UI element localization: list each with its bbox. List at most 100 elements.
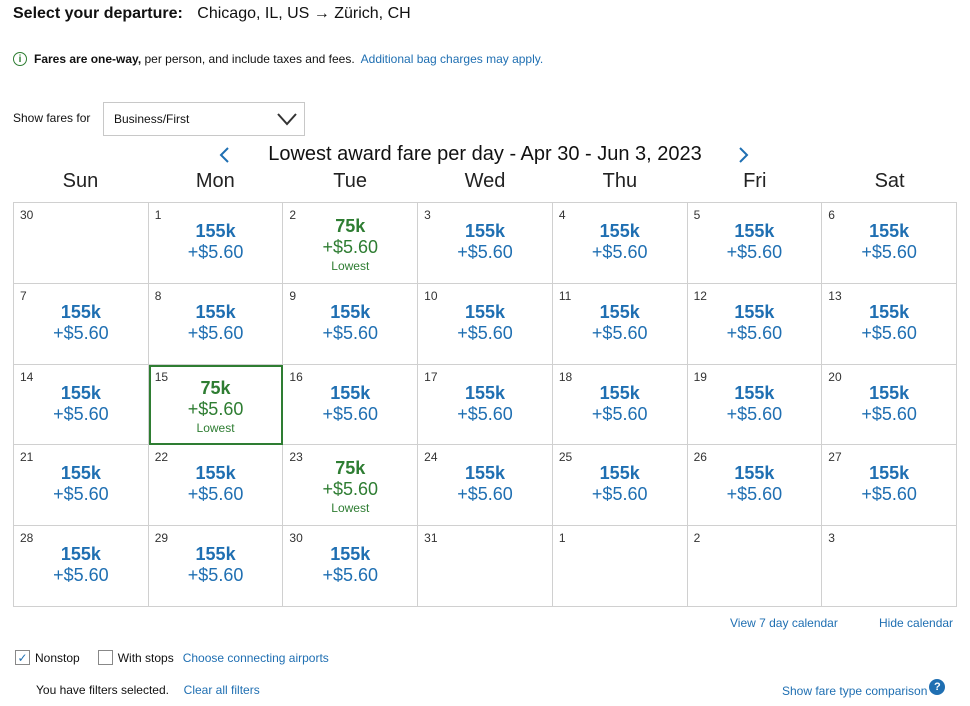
calendar-day-cell[interactable]: 15 75k +$5.60 Lowest (148, 364, 284, 446)
lowest-badge: Lowest (331, 501, 370, 516)
chevron-down-icon (277, 113, 297, 126)
calendar-day-cell[interactable]: 30 155k +$5.60 (283, 526, 419, 607)
fare-fee: +$5.60 (591, 484, 648, 505)
fare-fee: +$5.60 (187, 484, 244, 505)
fare-points: 155k (330, 382, 371, 403)
fare-points: 155k (195, 463, 236, 484)
calendar-day-cell[interactable]: 2 75k +$5.60 Lowest (283, 203, 419, 284)
calendar-day-cell[interactable]: 14 155k +$5.60 (14, 364, 149, 446)
show-fare-type-comparison-link[interactable]: Show fare type comparison (782, 684, 928, 698)
next-month-chevron-right-icon[interactable] (733, 143, 753, 167)
fare-fee: +$5.60 (861, 484, 917, 505)
fare-info: 155k +$5.60 (149, 463, 283, 505)
calendar-day-cell: 31 (418, 526, 553, 607)
nonstop-label: Nonstop (35, 650, 80, 665)
calendar-day-cell[interactable]: 28 155k +$5.60 (14, 526, 149, 607)
fare-info: 155k +$5.60 (553, 383, 687, 425)
calendar-day-cell[interactable]: 3 155k +$5.60 (418, 203, 553, 284)
fare-info: 155k +$5.60 (283, 302, 417, 344)
calendar-day-cell[interactable]: 8 155k +$5.60 (148, 283, 284, 365)
fare-points: 155k (599, 301, 640, 322)
calendar-day-cell[interactable]: 24 155k +$5.60 (418, 445, 553, 527)
fare-info: 155k +$5.60 (418, 383, 552, 425)
fare-info: 75k +$5.60 Lowest (283, 458, 417, 516)
calendar-day-cell[interactable]: 7 155k +$5.60 (14, 283, 149, 365)
calendar-day-cell[interactable]: 22 155k +$5.60 (148, 445, 284, 527)
weekday-fri: Fri (743, 170, 767, 192)
fare-class-select[interactable]: Business/First (103, 102, 305, 136)
calendar-day-cell[interactable]: 9 155k +$5.60 (283, 283, 419, 365)
day-number: 14 (20, 369, 34, 384)
calendar-day-cell[interactable]: 17 155k +$5.60 (418, 364, 553, 446)
lowest-badge: Lowest (331, 259, 370, 273)
fare-points: 155k (869, 221, 910, 241)
fare-points: 155k (60, 301, 101, 322)
prev-month-chevron-left-icon[interactable] (215, 143, 235, 167)
filters-selected-text: You have filters selected. (36, 683, 169, 697)
bag-charges-link[interactable]: Additional bag charges may apply. (360, 52, 544, 66)
with-stops-checkbox[interactable] (97, 650, 113, 665)
day-number: 23 (289, 450, 303, 465)
fare-info: 155k +$5.60 (418, 302, 552, 344)
day-number: 30 (289, 531, 303, 546)
clear-all-filters-link[interactable]: Clear all filters (183, 683, 260, 697)
fare-info: 155k +$5.60 (822, 221, 956, 263)
fare-fee: +$5.60 (322, 479, 379, 500)
calendar-day-cell[interactable]: 21 155k +$5.60 (14, 445, 149, 527)
day-number: 20 (828, 369, 842, 384)
day-number: 27 (828, 450, 842, 465)
fare-info: 155k +$5.60 (283, 383, 417, 425)
calendar-day-cell[interactable]: 29 155k +$5.60 (148, 526, 284, 607)
departure-label: Select your departure: (13, 5, 183, 22)
day-number: 5 (693, 208, 701, 222)
fare-fee: +$5.60 (591, 403, 648, 424)
day-number: 21 (20, 450, 34, 465)
help-question-icon[interactable]: ? (929, 679, 946, 695)
calendar-day-cell[interactable]: 27 155k +$5.60 (822, 445, 957, 527)
calendar-day-cell[interactable]: 20 155k +$5.60 (822, 364, 957, 446)
calendar-day-cell[interactable]: 1 155k +$5.60 (148, 203, 284, 284)
weekday-thu: Thu (602, 170, 638, 192)
fare-info: 155k +$5.60 (14, 383, 148, 425)
fare-calendar-grid: 30 1 155k +$5.60 2 75k +$5.60 Lowest 3 155k +$5.60… (13, 202, 957, 607)
view-7-day-calendar-link[interactable]: View 7 day calendar (730, 616, 838, 630)
fare-info: 155k +$5.60 (822, 302, 956, 344)
calendar-day-cell[interactable]: 12 155k +$5.60 (687, 283, 823, 365)
calendar-day-cell[interactable]: 26 155k +$5.60 (687, 445, 823, 527)
fare-fee: +$5.60 (322, 237, 379, 257)
fare-fee: +$5.60 (726, 484, 783, 505)
fare-info: 155k +$5.60 (418, 463, 552, 505)
hide-calendar-link[interactable]: Hide calendar (879, 616, 954, 630)
day-number: 9 (289, 288, 297, 303)
fare-points: 155k (60, 463, 101, 484)
day-number: 29 (154, 531, 169, 546)
calendar-day-cell[interactable]: 11 155k +$5.60 (552, 283, 688, 365)
calendar-day-cell[interactable]: 16 155k +$5.60 (283, 364, 419, 446)
fare-fee: +$5.60 (53, 322, 109, 343)
calendar-day-cell[interactable]: 13 155k +$5.60 (822, 283, 957, 365)
calendar-day-cell[interactable]: 18 155k +$5.60 (552, 364, 688, 446)
fare-points: 75k (335, 216, 366, 236)
fare-info: 155k +$5.60 (418, 221, 552, 263)
fare-info: 155k +$5.60 (149, 221, 283, 263)
fare-points: 155k (60, 544, 101, 565)
fare-info: 155k +$5.60 (822, 383, 956, 425)
day-number: 13 (828, 288, 842, 303)
fare-fee: +$5.60 (322, 322, 379, 343)
calendar-day-cell[interactable]: 4 155k +$5.60 (552, 203, 688, 284)
calendar-day-cell: 1 (552, 526, 688, 607)
calendar-day-cell[interactable]: 23 75k +$5.60 Lowest (283, 445, 419, 527)
day-number: 10 (424, 288, 438, 303)
fare-points: 155k (734, 382, 775, 403)
calendar-day-cell[interactable]: 6 155k +$5.60 (822, 203, 957, 284)
calendar-day-cell[interactable]: 19 155k +$5.60 (687, 364, 823, 446)
calendar-day-cell[interactable]: 25 155k +$5.60 (552, 445, 688, 527)
fare-info: 155k +$5.60 (822, 463, 956, 505)
calendar-day-cell: 30 (14, 203, 149, 284)
calendar-day-cell[interactable]: 10 155k +$5.60 (418, 283, 553, 365)
day-number: 17 (424, 369, 438, 384)
fare-info: 75k +$5.60 Lowest (283, 216, 417, 274)
calendar-day-cell[interactable]: 5 155k +$5.60 (687, 203, 823, 284)
nonstop-checkbox[interactable]: ✓ (15, 650, 30, 665)
choose-connecting-airports-link[interactable]: Choose connecting airports (182, 650, 329, 665)
